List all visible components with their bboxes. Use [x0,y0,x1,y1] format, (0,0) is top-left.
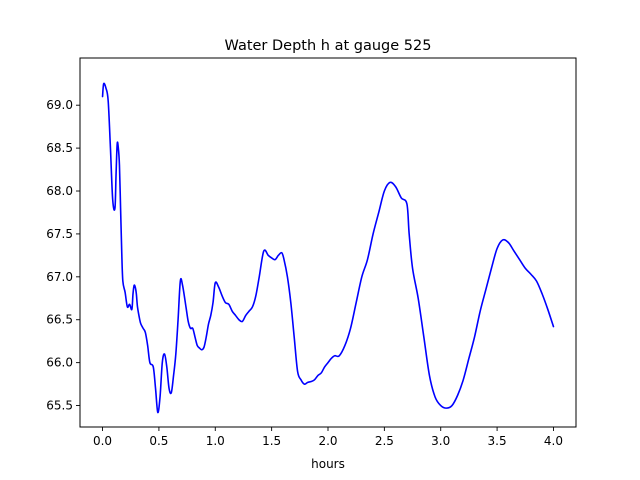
y-tick-label: 67.0 [46,270,73,284]
x-tick-label: 1.0 [206,434,225,448]
chart-title: Water Depth h at gauge 525 [225,38,432,54]
x-axis-ticks: 0.0 0.5 1.0 1.5 2.0 2.5 3.0 3.5 4.0 [93,427,563,448]
x-axis-label: hours [311,457,345,471]
x-tick-label: 1.5 [262,434,281,448]
x-tick-label: 0.0 [93,434,112,448]
x-tick-label: 4.0 [544,434,563,448]
plot-frame [79,57,577,428]
y-tick-label: 66.0 [46,356,73,370]
x-tick-label: 0.5 [149,434,168,448]
y-axis-ticks: 65.5 66.0 66.5 67.0 67.5 68.0 68.5 69.0 [46,98,80,413]
series-line [101,82,555,414]
x-tick-label: 2.0 [318,434,337,448]
y-tick-label: 68.0 [46,184,73,198]
x-tick-label: 3.0 [431,434,450,448]
y-tick-label: 68.5 [46,141,73,155]
x-tick-label: 3.5 [488,434,507,448]
x-tick-label: 2.5 [375,434,394,448]
y-tick-label: 66.5 [46,313,73,327]
y-tick-label: 67.5 [46,227,73,241]
y-tick-label: 69.0 [46,98,73,112]
y-tick-label: 65.5 [46,399,73,413]
